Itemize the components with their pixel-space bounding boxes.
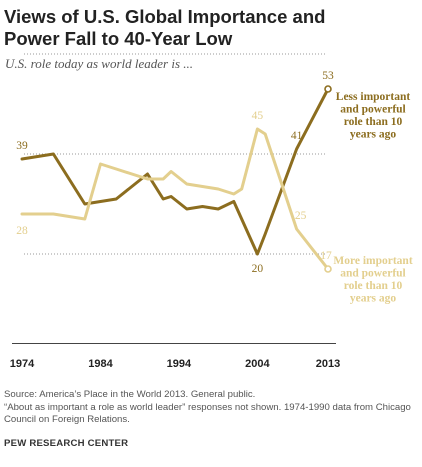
data-label: 39 [16, 140, 28, 152]
data-label: 41 [291, 130, 303, 142]
series-label-more: and powerful [340, 268, 406, 280]
data-label: 53 [322, 70, 334, 82]
data-label: 25 [295, 210, 307, 222]
series-label-more: years ago [350, 293, 397, 305]
series-label-more: More important [333, 255, 412, 267]
series-end-marker-more [324, 265, 332, 273]
x-tick-label: 2013 [316, 358, 340, 370]
series-line-more [20, 127, 330, 271]
chart-subtitle: U.S. role today as world leader is ... [5, 56, 194, 71]
data-label: 28 [16, 225, 28, 237]
series-label-less: years ago [350, 129, 397, 141]
series-label-less: Less important [336, 91, 411, 103]
series-line-less [20, 87, 330, 256]
org-name: PEW RESEARCH CENTER [4, 438, 129, 449]
x-tick-label: 1994 [167, 358, 192, 370]
series-label-more: role than 10 [344, 280, 403, 292]
page-title: Views of U.S. Global Importance and Powe… [4, 6, 326, 49]
data-label: 45 [252, 110, 264, 122]
data-label: 17 [320, 250, 332, 262]
note-line: “About as important a role as world lead… [4, 401, 411, 426]
x-tick-label: 1974 [10, 358, 35, 370]
x-tick-label: 1984 [88, 358, 113, 370]
series-label-less: role than 10 [344, 116, 403, 128]
source-note: Source: America’s Place in the World 201… [4, 389, 416, 427]
x-tick-label: 2004 [245, 358, 270, 370]
series-label-less: and powerful [340, 104, 406, 116]
data-label: 20 [252, 263, 264, 275]
series-end-marker-less [324, 85, 332, 93]
source-line: Source: America’s Place in the World 201… [4, 389, 256, 400]
